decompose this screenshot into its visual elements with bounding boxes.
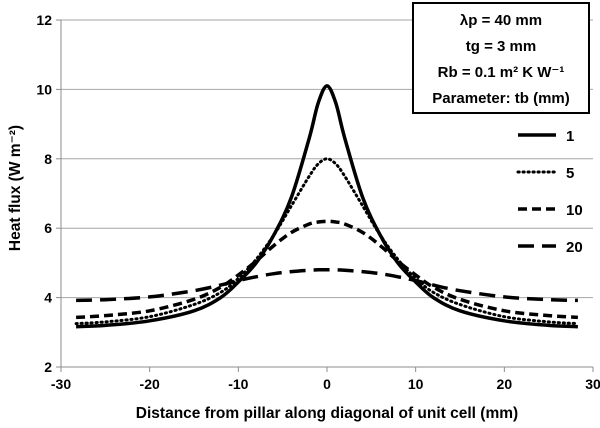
info-tg: tg = 3 mm: [466, 38, 536, 55]
y-tick-label: 2: [44, 359, 52, 375]
x-tick-label: -30: [51, 376, 71, 392]
info-lambda: λp = 40 mm: [460, 12, 542, 29]
legend-label-10: 10: [566, 202, 583, 219]
axes: [56, 19, 594, 372]
y-tick-labels: 2 4 6 8 10 12: [36, 12, 52, 375]
x-tick-label: 20: [497, 376, 513, 392]
x-tick-label: 30: [585, 376, 600, 392]
info-box: λp = 40 mm tg = 3 mm Rb = 0.1 m² K W⁻¹ P…: [412, 2, 590, 114]
legend-label-1: 1: [566, 128, 574, 145]
info-rb: Rb = 0.1 m² K W⁻¹: [438, 64, 565, 81]
x-tick-labels: -30 -20 -10 0 10 20 30: [51, 376, 600, 392]
series-line-20: [76, 268, 578, 303]
legend: 1 5 10 20: [516, 128, 583, 256]
legend-label-5: 5: [566, 165, 574, 182]
y-tick-label: 12: [36, 12, 52, 28]
x-tick-label: -10: [228, 376, 248, 392]
x-axis-title: Distance from pillar along diagonal of u…: [136, 405, 518, 422]
y-tick-label: 8: [44, 151, 52, 167]
x-tick-label: -20: [140, 376, 160, 392]
info-parameter: Parameter: tb (mm): [432, 90, 570, 107]
y-axis-title: Heat flux (W m⁻²): [7, 125, 24, 251]
y-tick-label: 4: [44, 290, 52, 306]
series-lines: [74, 84, 580, 329]
x-tick-label: 10: [408, 376, 424, 392]
y-tick-label: 10: [36, 81, 52, 97]
series-line-10: [75, 219, 579, 320]
series-line-5: [74, 157, 580, 326]
y-tick-label: 6: [44, 220, 52, 236]
series-line-1: [76, 84, 578, 329]
legend-label-20: 20: [566, 239, 583, 256]
x-tick-label: 0: [323, 376, 331, 392]
